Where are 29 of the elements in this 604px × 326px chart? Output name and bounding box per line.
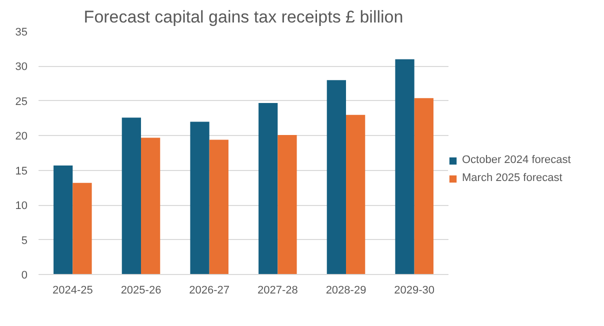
bar: [346, 114, 366, 274]
x-tick-label: 2028-29: [326, 284, 366, 296]
bar: [54, 165, 73, 274]
bar: [190, 122, 210, 274]
bar: [278, 134, 297, 274]
legend-label: October 2024 forecast: [462, 154, 571, 166]
bar: [122, 118, 141, 274]
legend-label: March 2025 forecast: [462, 172, 562, 184]
x-tick-label: 2029-30: [394, 284, 435, 296]
y-tick-label: 10: [15, 200, 28, 212]
y-tick-label: 35: [15, 26, 28, 38]
bar: [72, 182, 92, 274]
x-tick-label: 2024-25: [52, 284, 93, 296]
y-tick-label: 25: [15, 96, 28, 108]
y-tick-label: 20: [15, 130, 28, 143]
x-tick-label: 2026-27: [189, 284, 230, 296]
bar: [209, 140, 228, 274]
chart-title: Forecast capital gains tax receipts £ billion: [84, 8, 404, 26]
y-tick-label: 15: [15, 165, 28, 178]
bar: [414, 98, 434, 274]
y-tick-label: 0: [21, 270, 28, 282]
bar: [258, 103, 278, 274]
y-tick-label: 30: [15, 61, 28, 74]
y-tick-label: 5: [21, 234, 28, 247]
bar: [395, 59, 414, 274]
bar: [326, 80, 346, 274]
bar: [141, 138, 160, 274]
x-tick-label: 2025-26: [120, 284, 162, 296]
x-tick-label: 2027-28: [257, 284, 298, 296]
